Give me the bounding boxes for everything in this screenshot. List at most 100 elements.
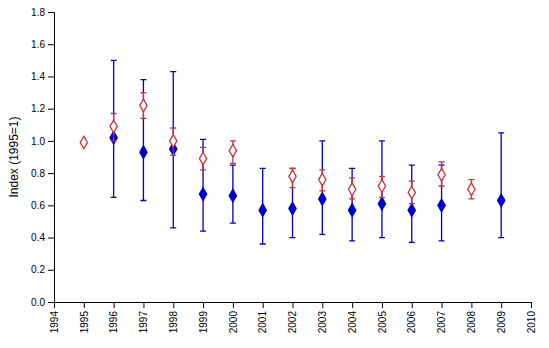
x-tick: 1994	[49, 302, 60, 333]
y-tick-mark	[48, 12, 54, 13]
error-bar	[111, 60, 117, 197]
y-tick-label: 1.2	[31, 103, 45, 114]
error-bar	[498, 133, 504, 238]
error-bar	[111, 114, 117, 141]
series	[110, 60, 505, 244]
x-tick-mark	[114, 302, 115, 308]
error-bar	[170, 72, 176, 228]
point	[170, 135, 177, 148]
y-tick: 0.6	[31, 200, 54, 211]
error-bar	[409, 165, 415, 242]
y-tick-mark	[48, 173, 54, 174]
plot-area	[80, 60, 505, 244]
y-tick-mark	[48, 141, 54, 142]
y-tick: 0.0	[31, 297, 54, 308]
y-tick-mark	[48, 238, 54, 239]
y-tick: 1.2	[31, 103, 54, 114]
point	[408, 186, 415, 199]
x-tick-label: 2004	[347, 311, 358, 334]
x-axis: 1994 1995 1996 1997 1998 1999 2000 2001 2002 2003…	[49, 302, 537, 333]
point	[348, 204, 355, 217]
x-tick: 2010	[526, 302, 537, 333]
x-tick: 1996	[108, 302, 119, 333]
x-tick-label: 2006	[406, 311, 417, 334]
error-bar	[230, 165, 236, 223]
y-tick-label: 1.8	[31, 7, 45, 18]
x-tick-mark	[382, 302, 383, 308]
error-bar	[439, 165, 445, 241]
point	[289, 202, 296, 215]
point	[259, 204, 266, 217]
x-tick-mark	[412, 302, 413, 308]
x-tick-mark	[501, 302, 502, 308]
x-tick: 1997	[138, 302, 149, 333]
error-bar	[230, 141, 236, 164]
x-tick-label: 1994	[49, 311, 60, 334]
y-tick-mark	[48, 205, 54, 206]
y-tick-label: 0.2	[31, 264, 45, 275]
point	[348, 183, 355, 196]
y-tick-mark	[48, 302, 54, 303]
x-tick-label: 2005	[377, 311, 388, 334]
error-bar	[290, 168, 296, 237]
y-tick-label: 1.4	[31, 71, 45, 82]
x-tick-label: 2002	[287, 311, 298, 334]
x-tick: 1995	[79, 302, 90, 333]
x-tick-mark	[322, 302, 323, 308]
point	[468, 183, 475, 196]
y-tick-label: 1.0	[31, 136, 45, 147]
y-tick-mark	[48, 76, 54, 77]
y-tick: 1.6	[31, 39, 54, 50]
x-tick: 1998	[168, 302, 179, 333]
x-tick: 1999	[198, 302, 209, 333]
x-tick-label: 1997	[138, 311, 149, 334]
point	[80, 136, 87, 149]
point	[319, 173, 326, 186]
x-tick-mark	[173, 302, 174, 308]
x-tick-mark	[352, 302, 353, 308]
x-tick-mark	[293, 302, 294, 308]
y-tick-label: 0.0	[31, 297, 45, 308]
error-bar	[349, 168, 355, 241]
x-tick-label: 2000	[228, 311, 239, 334]
point	[319, 193, 326, 206]
error-bar	[170, 128, 176, 155]
point	[199, 188, 206, 201]
error-bar	[140, 80, 146, 201]
x-tick-label: 1996	[108, 311, 119, 334]
point	[378, 197, 385, 210]
x-tick: 2002	[287, 302, 298, 333]
y-axis: 0.0 0.2 0.4 0.6 0.8 1.0 1.2 1.4 1.6 1.8	[31, 7, 54, 308]
point	[140, 99, 147, 112]
y-tick: 0.8	[31, 168, 54, 179]
x-tick-mark	[203, 302, 204, 308]
error-bar	[468, 180, 474, 199]
x-tick-label: 2007	[436, 311, 447, 334]
x-tick-label: 2001	[257, 311, 268, 334]
point	[110, 120, 117, 133]
x-tick-mark	[263, 302, 264, 308]
x-tick-mark	[233, 302, 234, 308]
x-tick: 2003	[317, 302, 328, 333]
x-tick-mark	[84, 302, 85, 308]
error-bar	[379, 141, 385, 238]
x-tick-label: 1995	[79, 311, 90, 334]
x-axis-line	[55, 303, 532, 309]
error-bar	[290, 168, 296, 187]
error-bar	[439, 162, 445, 186]
error-bar	[379, 176, 385, 197]
x-tick: 2008	[466, 302, 477, 333]
y-tick-label: 0.4	[31, 232, 45, 243]
x-tick: 2009	[496, 302, 507, 333]
y-tick-label: 1.6	[31, 39, 45, 50]
y-tick-mark	[48, 109, 54, 110]
x-tick: 2005	[377, 302, 388, 333]
point	[408, 204, 415, 217]
y-axis-title: Index (1995=1)	[7, 116, 21, 197]
error-bar	[409, 181, 415, 204]
x-tick-mark	[471, 302, 472, 308]
point	[229, 144, 236, 157]
error-bar	[200, 139, 206, 231]
x-tick-label: 2008	[466, 311, 477, 334]
error-bar	[260, 168, 266, 244]
